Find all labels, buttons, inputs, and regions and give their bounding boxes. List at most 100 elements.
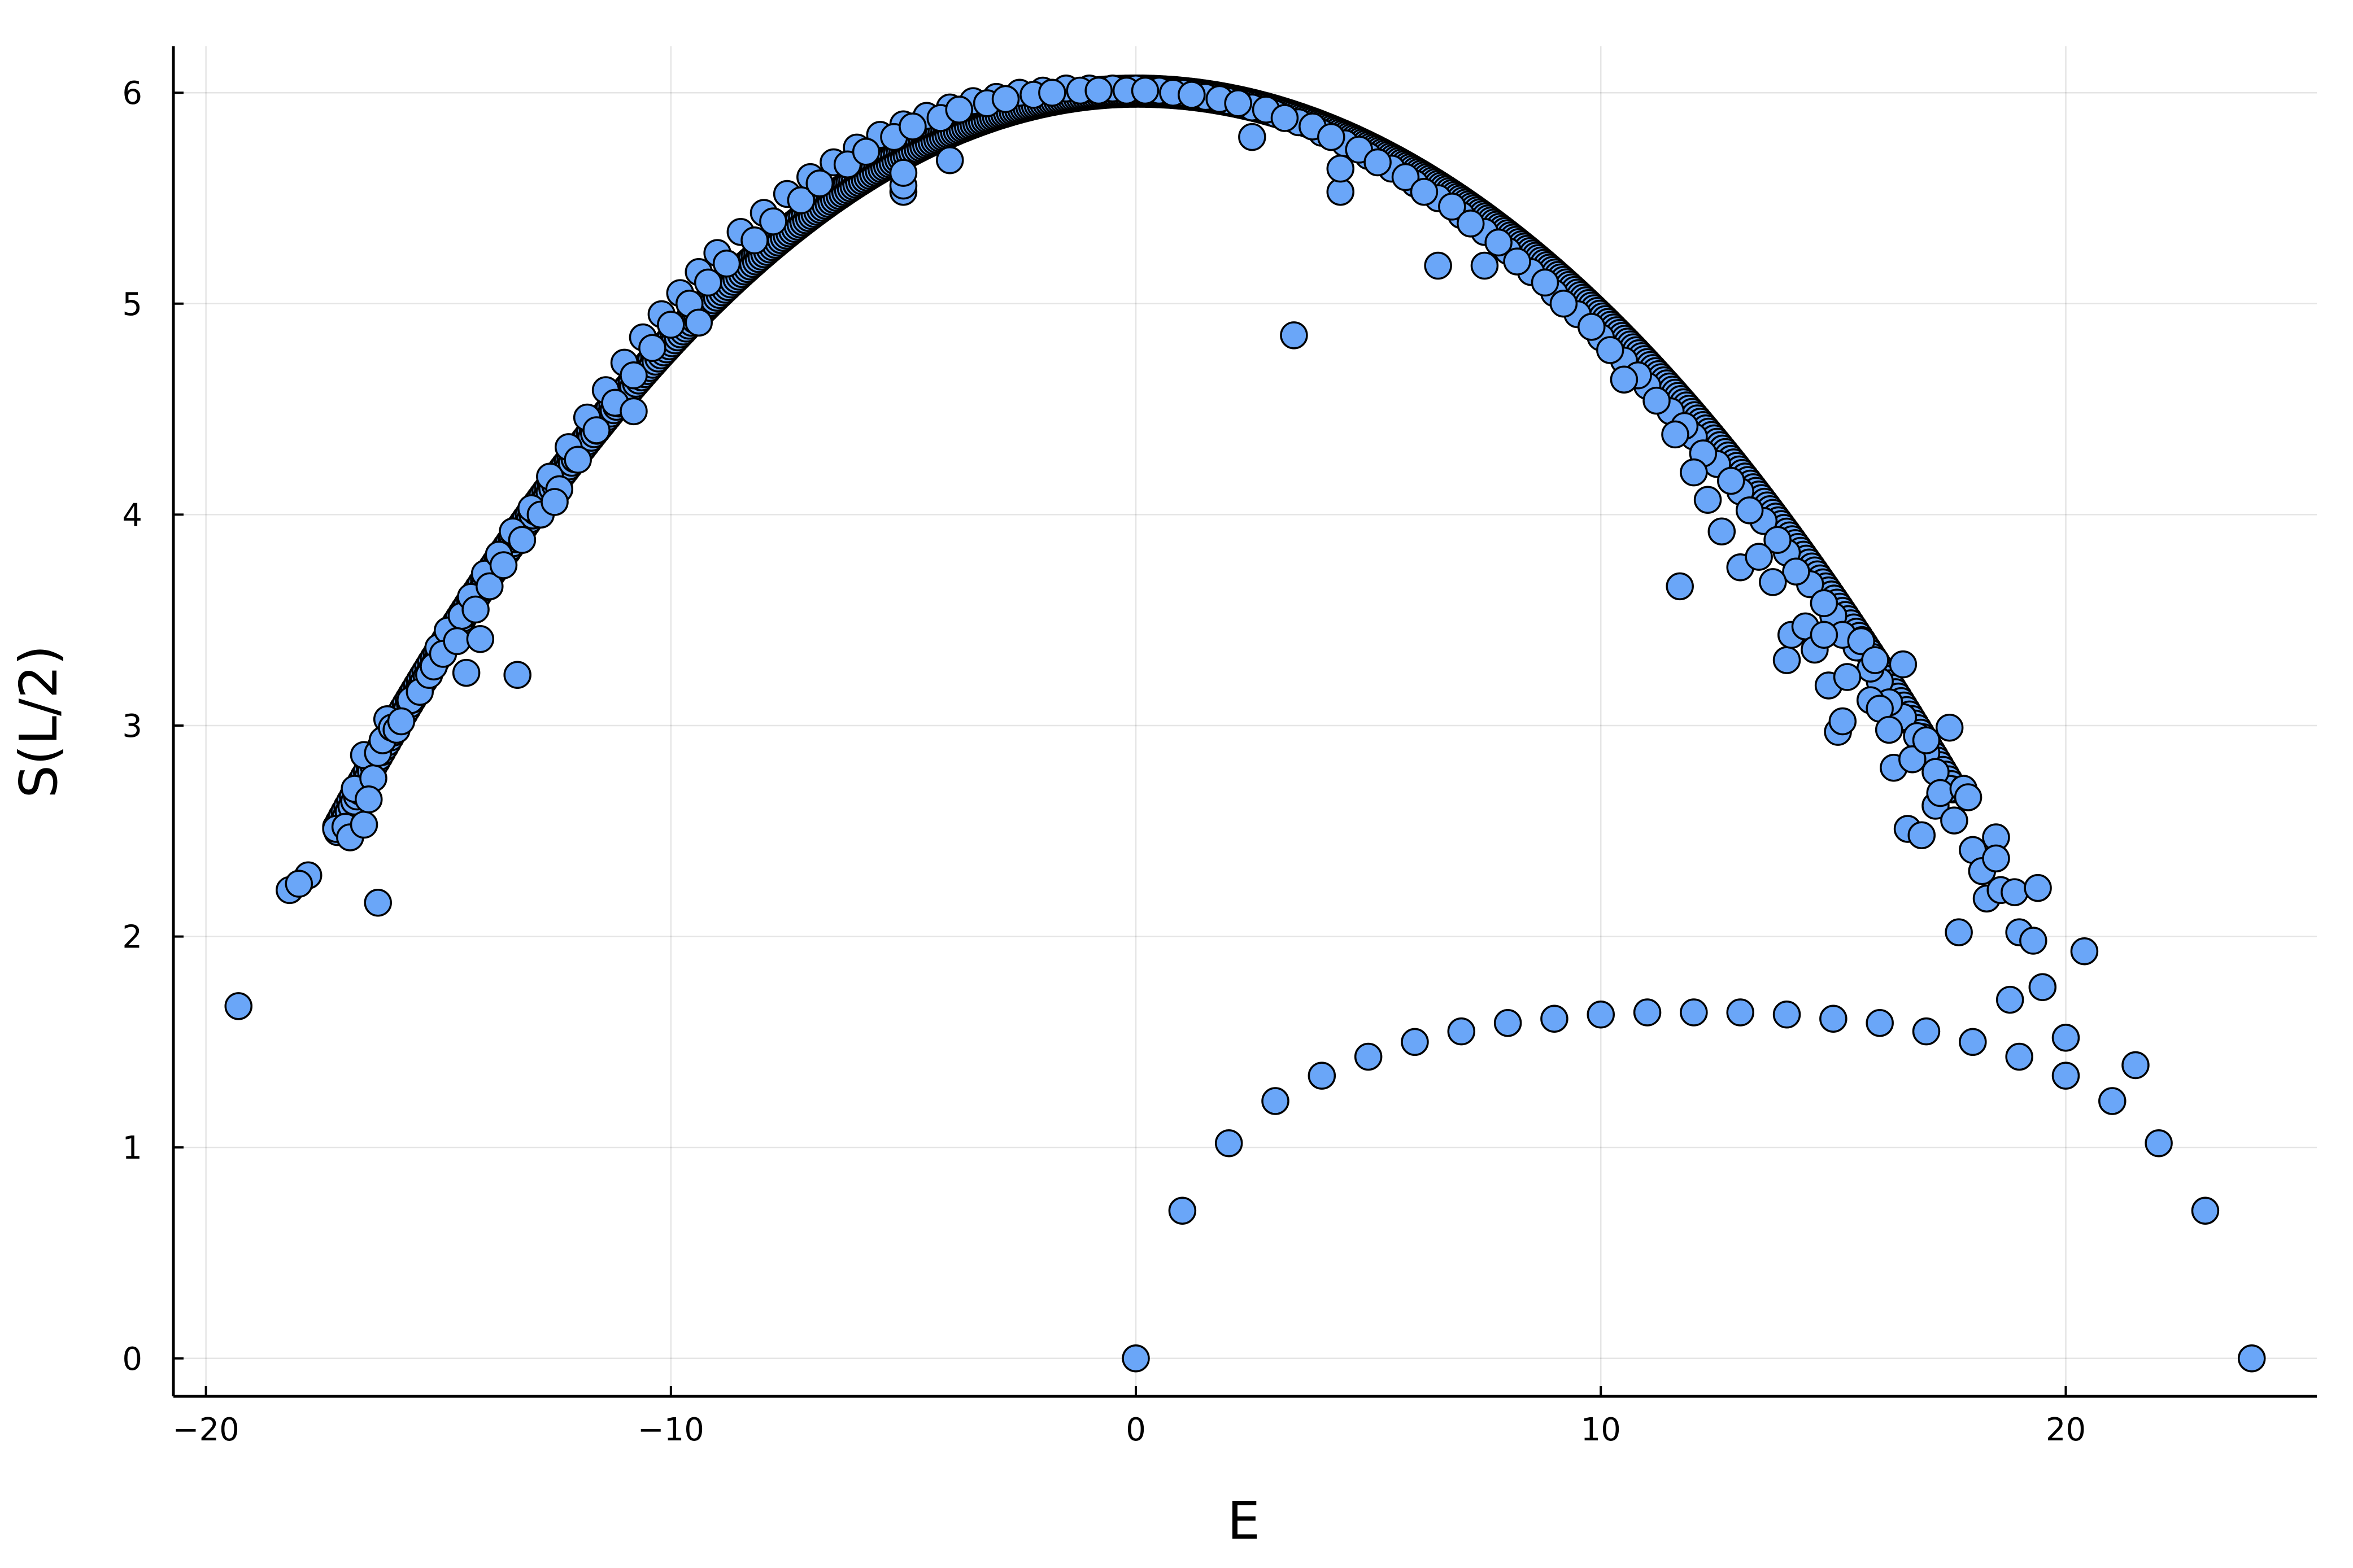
- data-point: [638, 334, 666, 362]
- x-tick-label: 0: [1126, 1412, 1146, 1448]
- data-point: [1326, 178, 1355, 206]
- data-point: [1735, 496, 1764, 525]
- data-point: [1038, 78, 1066, 107]
- data-point: [1354, 1042, 1383, 1071]
- data-point: [1680, 998, 1708, 1027]
- data-point: [889, 159, 918, 187]
- data-point: [1889, 650, 1918, 679]
- data-point: [1875, 715, 1903, 744]
- data-points: [224, 74, 2266, 1373]
- data-point: [582, 416, 611, 444]
- data-point: [2238, 1344, 2266, 1373]
- data-point: [1926, 779, 1954, 807]
- data-point: [1214, 1129, 1243, 1158]
- data-point: [1810, 589, 1838, 618]
- data-point: [1131, 76, 1160, 105]
- data-point: [1549, 290, 1578, 318]
- data-point: [1982, 844, 2010, 873]
- data-point: [1666, 572, 1694, 601]
- data-point: [2121, 1051, 2150, 1080]
- data-point: [1898, 745, 1927, 774]
- x-tick-label: 10: [1581, 1412, 1621, 1448]
- data-point: [1995, 985, 2024, 1014]
- data-point: [1578, 313, 1606, 341]
- data-point: [2098, 1087, 2127, 1115]
- data-point: [1391, 163, 1420, 191]
- data-point: [1308, 1062, 1336, 1090]
- x-axis-label: E: [1227, 1491, 1260, 1551]
- data-point: [350, 810, 378, 839]
- data-point: [1280, 321, 1308, 350]
- data-point: [1610, 365, 1639, 394]
- data-point: [805, 169, 834, 198]
- data-point: [1410, 178, 1439, 206]
- data-point: [1707, 517, 1736, 546]
- data-point: [1954, 783, 1982, 811]
- data-point: [443, 627, 471, 656]
- data-point: [354, 785, 383, 814]
- data-point: [1596, 336, 1624, 364]
- x-tick-label: 20: [2046, 1412, 2086, 1448]
- data-point: [1861, 646, 1889, 674]
- data-point: [1693, 486, 1722, 514]
- data-point: [2001, 878, 2029, 906]
- data-point: [2145, 1129, 2173, 1158]
- y-tick-label: 5: [122, 286, 142, 323]
- y-tick-label: 4: [122, 497, 142, 534]
- data-point: [1238, 123, 1266, 151]
- y-tick-label: 2: [122, 919, 142, 956]
- data-point: [461, 595, 490, 624]
- data-point: [2024, 873, 2052, 902]
- data-point: [1772, 646, 1801, 674]
- data-point: [476, 572, 504, 601]
- data-point: [1363, 148, 1392, 177]
- ticks: −20 −10 0 10 20 0 1 2 3 4 5 6: [122, 75, 2086, 1448]
- data-point: [1178, 81, 1206, 109]
- data-point: [620, 397, 648, 426]
- data-point: [1759, 568, 1787, 596]
- data-point: [620, 361, 648, 390]
- data-point: [1261, 1087, 1289, 1115]
- data-point: [2191, 1196, 2220, 1225]
- data-point: [489, 551, 518, 579]
- data-point: [1084, 76, 1113, 105]
- data-point: [2051, 1024, 2080, 1052]
- data-point: [1912, 726, 1941, 754]
- data-point: [712, 250, 741, 278]
- data-point: [224, 992, 252, 1020]
- data-point: [2051, 1062, 2080, 1090]
- data-point: [1633, 998, 1662, 1027]
- data-point: [1270, 104, 1299, 132]
- data-point: [1438, 193, 1466, 221]
- data-point: [2070, 937, 2099, 966]
- data-point: [2028, 973, 2057, 1001]
- data-point: [787, 186, 816, 215]
- x-tick-label: −20: [173, 1412, 239, 1448]
- data-point: [991, 85, 1020, 113]
- y-tick-label: 0: [122, 1341, 142, 1378]
- data-point: [1810, 621, 1838, 649]
- grid: [173, 46, 2317, 1396]
- data-point: [452, 658, 481, 687]
- data-point: [1912, 1017, 1941, 1046]
- data-point: [1326, 154, 1355, 183]
- data-point: [1782, 557, 1810, 586]
- data-point: [1122, 1344, 1150, 1373]
- data-point: [1317, 123, 1345, 151]
- data-point: [1661, 420, 1689, 449]
- data-point: [364, 889, 392, 917]
- data-point: [1945, 918, 1973, 946]
- data-point: [2019, 927, 2047, 955]
- data-point: [1540, 1004, 1568, 1033]
- axes: [172, 46, 2317, 1398]
- data-point: [1531, 268, 1559, 297]
- data-point: [1745, 543, 1773, 571]
- data-point: [503, 661, 531, 689]
- data-point: [1457, 209, 1485, 238]
- data-point: [1828, 707, 1857, 736]
- data-point: [1401, 1028, 1429, 1056]
- data-point: [899, 112, 927, 141]
- data-point: [1717, 466, 1745, 495]
- data-point: [1493, 1008, 1522, 1037]
